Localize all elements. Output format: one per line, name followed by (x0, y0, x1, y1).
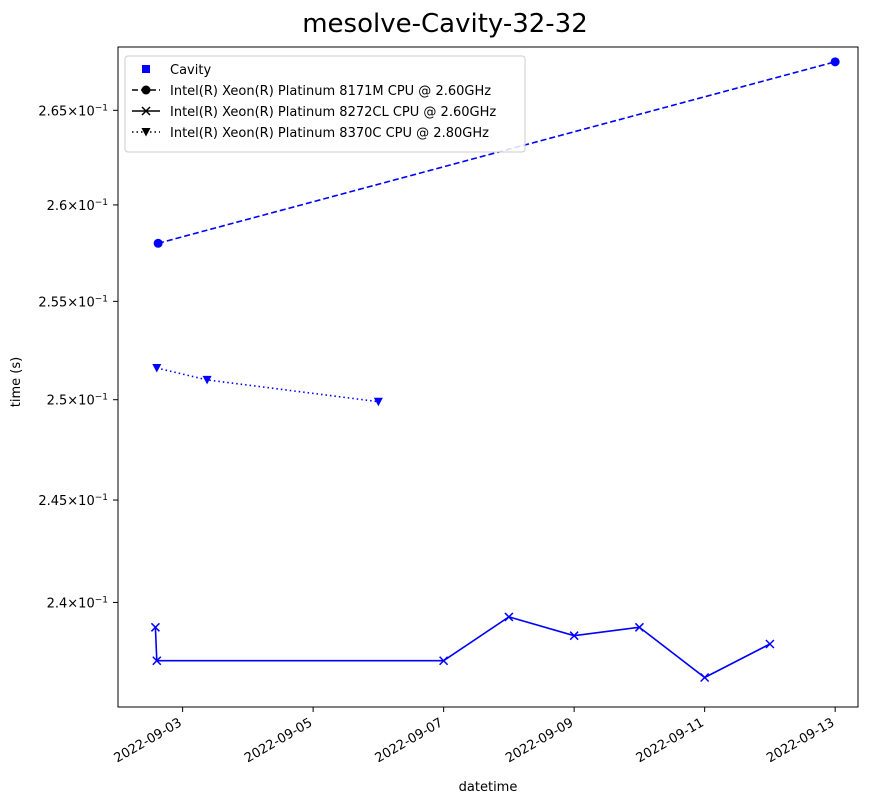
legend: Cavity Intel(R) Xeon(R) Platinum 8171M CP… (124, 55, 526, 153)
y-tick-mantissa: 2.65 (38, 104, 67, 119)
y-tick-label: 2.65×10−1 (38, 103, 108, 119)
legend-box (124, 55, 526, 153)
y-axis-label: time (s) (9, 357, 24, 407)
y-tick-mantissa: 2.6 (47, 199, 68, 214)
legend-entry: Cavity (142, 63, 211, 78)
data-point (504, 612, 514, 622)
data-point (439, 656, 449, 666)
data-point (634, 622, 644, 632)
data-point (765, 639, 775, 649)
series-line (156, 367, 379, 403)
series-1 (150, 612, 775, 683)
y-tick-times: ×10 (67, 394, 94, 409)
y-tick-times: ×10 (67, 596, 94, 611)
y-tick-label: 2.55×10−1 (38, 294, 108, 310)
legend-marker (141, 106, 151, 116)
y-tick-label: 2.5×10−1 (47, 393, 108, 409)
legend-label: Cavity (170, 63, 211, 78)
data-point (700, 672, 710, 683)
data-point (153, 238, 163, 248)
plot-area (117, 46, 859, 708)
y-tick-exponent: −1 (95, 393, 108, 403)
y-tick-times: ×10 (67, 104, 94, 119)
legend-marker (142, 65, 150, 73)
y-tick-label: 2.45×10−1 (38, 493, 108, 509)
data-point (152, 364, 162, 373)
y-tick-mantissa: 2.4 (47, 596, 68, 611)
series-0 (153, 57, 840, 248)
data-point (202, 375, 212, 385)
data-point (150, 622, 160, 632)
y-tick-exponent: −1 (95, 493, 108, 503)
data-point (830, 57, 840, 67)
legend-entry: Intel(R) Xeon(R) Platinum 8370C CPU @ 2.… (132, 126, 489, 141)
y-tick-label: 2.6×10−1 (47, 198, 108, 214)
legend-entry: Intel(R) Xeon(R) Platinum 8272CL CPU @ 2… (132, 105, 496, 120)
legend-entry: Intel(R) Xeon(R) Platinum 8171M CPU @ 2.… (132, 84, 491, 99)
series-2 (152, 364, 383, 407)
series-line (154, 616, 771, 679)
y-tick-exponent: −1 (95, 595, 108, 605)
y-tick-exponent: −1 (95, 294, 108, 304)
series-layer (150, 57, 840, 683)
y-tick-times: ×10 (67, 494, 94, 509)
y-tick-label: 2.4×10−1 (47, 595, 108, 611)
y-tick-times: ×10 (67, 199, 94, 214)
y-tick-times: ×10 (67, 295, 94, 310)
data-point (569, 631, 579, 641)
x-axis-label: datetime (459, 780, 518, 795)
legend-marker (141, 128, 151, 137)
data-point (373, 397, 383, 407)
y-tick-exponent: −1 (95, 103, 108, 113)
y-tick-mantissa: 2.45 (38, 494, 67, 509)
y-tick-mantissa: 2.55 (38, 295, 67, 310)
y-tick-exponent: −1 (95, 198, 108, 208)
data-point (152, 656, 162, 666)
y-tick-mantissa: 2.5 (47, 394, 68, 409)
legend-label: Intel(R) Xeon(R) Platinum 8171M CPU @ 2.… (170, 84, 491, 99)
chart-title: mesolve-Cavity-32-32 (302, 9, 588, 39)
legend-label: Intel(R) Xeon(R) Platinum 8370C CPU @ 2.… (170, 126, 489, 141)
legend-label: Intel(R) Xeon(R) Platinum 8272CL CPU @ 2… (170, 105, 496, 120)
y-axis: 2.4×10−12.45×10−12.5×10−12.55×10−12.6×10… (38, 103, 118, 611)
legend-marker (141, 85, 151, 95)
